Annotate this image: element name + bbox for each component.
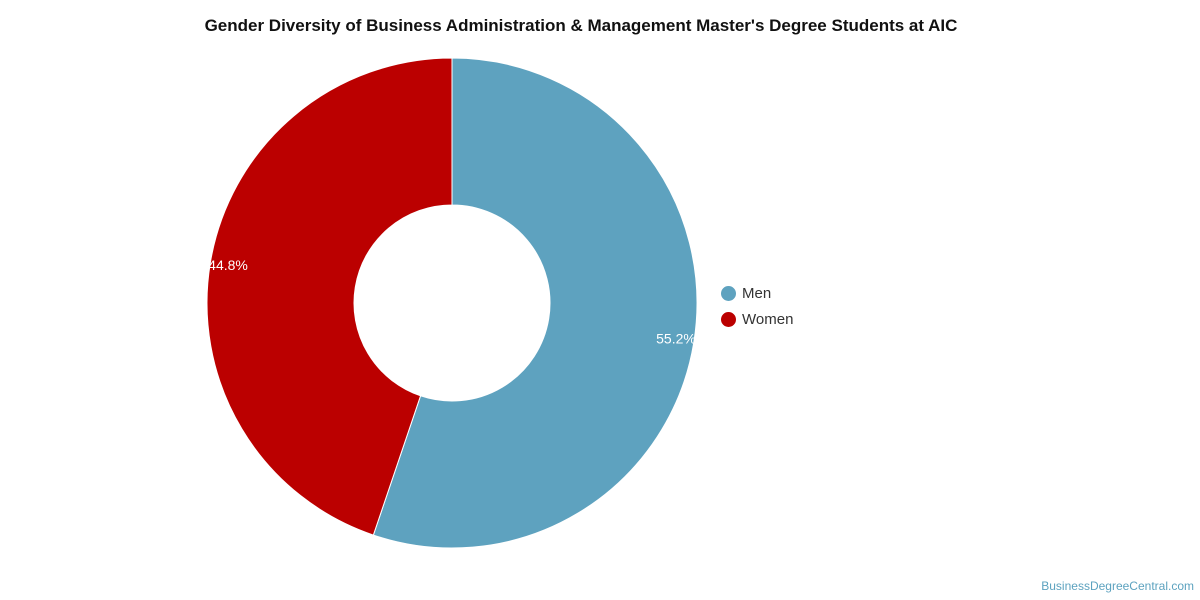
slice-label-women: 44.8%: [208, 257, 248, 273]
donut-slice-women[interactable]: [206, 57, 453, 536]
legend-label-men: Men: [742, 284, 772, 302]
slice-label-men: 55.2%: [656, 331, 696, 347]
watermark[interactable]: BusinessDegreeCentral.com: [1041, 579, 1194, 593]
donut-slice-men[interactable]: [372, 57, 698, 549]
legend-swatch-men: [721, 285, 736, 301]
chart-title: Gender Diversity of Business Administrat…: [204, 16, 958, 35]
legend: Men Women: [721, 280, 793, 332]
legend-item-women[interactable]: Women: [721, 306, 793, 332]
donut-slice-labels: 55.2% 44.8%: [208, 257, 696, 347]
donut-slices: [206, 57, 698, 549]
legend-item-men[interactable]: Men: [721, 280, 793, 306]
legend-label-women: Women: [742, 310, 794, 328]
legend-swatch-women: [721, 311, 736, 327]
